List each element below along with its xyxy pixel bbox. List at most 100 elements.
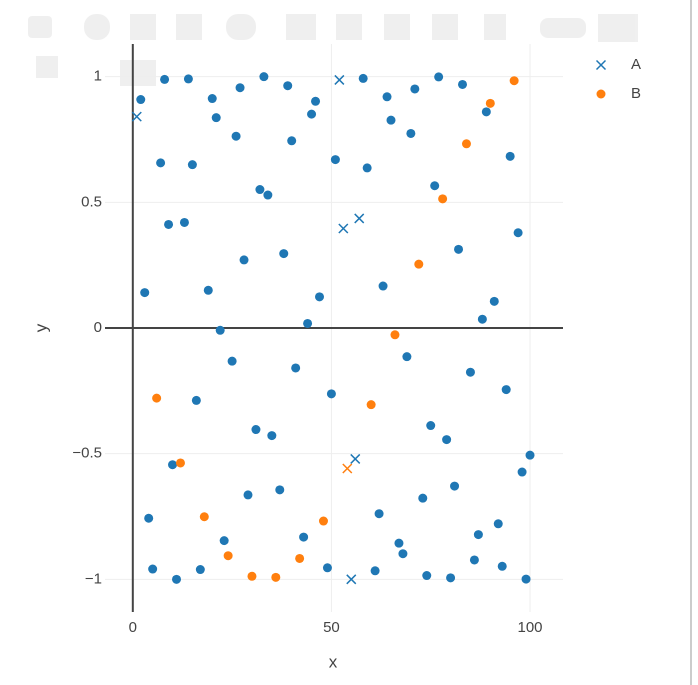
point [521, 574, 531, 584]
point [172, 574, 182, 584]
point [414, 259, 424, 269]
x-marker [595, 59, 607, 71]
modebar-button[interactable] [432, 14, 458, 40]
modebar-button[interactable] [28, 16, 52, 38]
point [259, 72, 269, 82]
point [299, 532, 309, 542]
x-marker [342, 463, 353, 474]
point [382, 92, 392, 102]
point [279, 249, 289, 259]
point [219, 536, 229, 546]
point [315, 292, 325, 302]
point [152, 393, 162, 403]
y-tick-label: 0.5 [81, 193, 102, 210]
modebar-button[interactable] [336, 14, 362, 40]
point [322, 563, 332, 573]
point [263, 190, 273, 200]
point [227, 356, 237, 366]
point [422, 571, 432, 581]
modebar-button[interactable] [84, 14, 110, 40]
point [179, 217, 189, 227]
point [251, 425, 261, 435]
point [418, 493, 428, 503]
modebar [28, 14, 638, 86]
x-marker [354, 213, 365, 224]
point [295, 553, 305, 563]
point [485, 98, 495, 108]
modebar-logo[interactable] [120, 60, 156, 86]
point [442, 435, 452, 445]
point [148, 564, 158, 574]
point [267, 431, 277, 441]
point [398, 549, 408, 559]
point [362, 163, 372, 173]
y-tick-label: 0 [94, 319, 102, 336]
point [164, 219, 174, 229]
point [481, 107, 491, 117]
point [211, 113, 221, 123]
x-tick-label: 100 [518, 619, 543, 636]
point [493, 519, 503, 529]
x-marker [350, 453, 361, 464]
point [140, 288, 150, 298]
point [175, 458, 185, 468]
modebar-button[interactable] [598, 14, 638, 42]
point [311, 96, 321, 106]
point [195, 565, 205, 575]
point [461, 139, 471, 149]
point [458, 79, 468, 89]
point [390, 330, 400, 340]
point [489, 296, 499, 306]
x-marker [338, 223, 349, 234]
point [430, 181, 440, 191]
y-tick-label: 1 [94, 68, 102, 85]
point [426, 421, 436, 431]
point [505, 151, 515, 161]
point [156, 158, 166, 168]
modebar-button[interactable] [540, 18, 586, 38]
point [303, 318, 313, 328]
point [247, 571, 257, 581]
point [469, 555, 479, 565]
point [394, 538, 404, 548]
point [406, 128, 416, 138]
point [160, 74, 170, 84]
point [513, 228, 523, 238]
y-tick-label: −1 [85, 570, 102, 587]
modebar-button[interactable] [384, 14, 410, 40]
point [596, 89, 606, 99]
point [235, 83, 245, 93]
point [183, 74, 193, 84]
point [291, 363, 301, 373]
point [275, 485, 285, 495]
y-axis-title: y [31, 323, 50, 332]
x-marker [334, 74, 345, 85]
point [454, 244, 464, 254]
modebar-button[interactable] [130, 14, 156, 40]
point [501, 385, 511, 395]
legend-label: A [631, 56, 641, 73]
point [191, 395, 201, 405]
point [402, 352, 412, 362]
modebar-button[interactable] [36, 56, 58, 78]
point [136, 95, 146, 105]
point [326, 389, 336, 399]
point [168, 460, 178, 470]
point [465, 367, 475, 377]
point [243, 490, 253, 500]
series [131, 74, 365, 585]
series [136, 72, 535, 584]
point [144, 513, 154, 523]
point [203, 285, 213, 295]
point [497, 561, 507, 571]
modebar-button[interactable] [226, 14, 256, 40]
point [287, 136, 297, 146]
modebar-button[interactable] [484, 14, 506, 40]
point [434, 72, 444, 82]
modebar-button[interactable] [176, 14, 202, 40]
x-marker [131, 111, 142, 122]
modebar-button[interactable] [286, 14, 316, 40]
point [318, 516, 328, 526]
